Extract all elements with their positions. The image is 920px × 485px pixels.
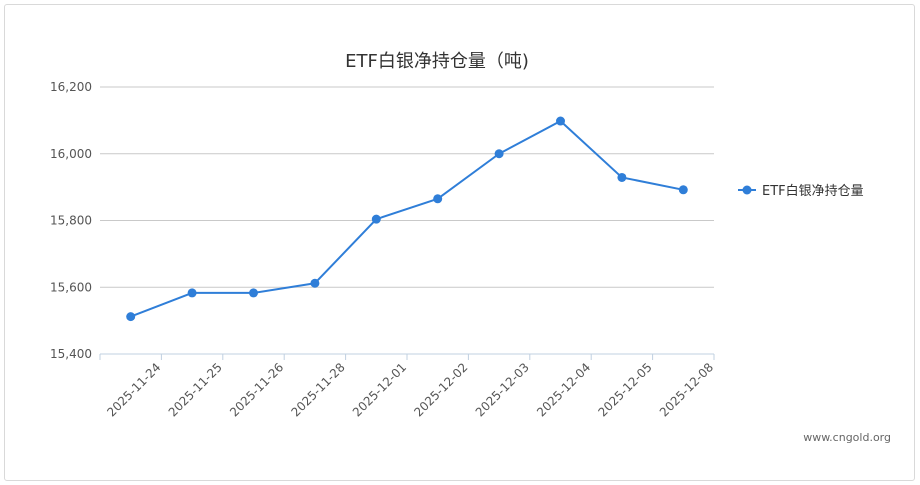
series-group xyxy=(126,116,688,322)
data-point[interactable] xyxy=(617,172,627,182)
data-point[interactable] xyxy=(187,288,197,298)
data-point[interactable] xyxy=(249,288,258,298)
x-tick-label: 2025-11-24 xyxy=(104,360,163,419)
chart-frame xyxy=(4,4,915,481)
x-tick-label: 2025-11-25 xyxy=(166,360,225,419)
x-tick-label: 2025-11-26 xyxy=(227,360,286,419)
x-tick-label: 2025-12-02 xyxy=(411,360,470,419)
chart-title: ETF白银净持仓量（吨) xyxy=(345,51,529,72)
y-axis: 15,400 15,600 15,800 16,000 16,200 xyxy=(50,80,92,361)
data-point[interactable] xyxy=(556,116,565,126)
data-point[interactable] xyxy=(371,214,381,224)
x-tick-label: 2025-11-28 xyxy=(289,360,348,419)
x-tick-label: 2025-12-05 xyxy=(596,360,655,419)
watermark: www.cngold.org xyxy=(803,431,891,444)
data-point[interactable] xyxy=(310,278,320,288)
x-axis: 2025-11-24 2025-11-25 2025-11-26 2025-11-28… xyxy=(99,353,716,419)
legend-label: ETF白银净持仓量 xyxy=(762,183,864,199)
data-point[interactable] xyxy=(126,312,136,322)
x-tick-label: 2025-12-01 xyxy=(350,360,409,419)
data-point[interactable] xyxy=(433,194,443,204)
y-tick-label: 15,400 xyxy=(50,347,92,361)
data-point[interactable] xyxy=(494,149,504,159)
data-point[interactable] xyxy=(678,185,688,195)
y-tick-label: 16,000 xyxy=(50,147,92,161)
x-tick-label: 2025-12-08 xyxy=(657,360,716,419)
y-tick-label: 15,600 xyxy=(50,280,92,294)
legend[interactable]: ETF白银净持仓量 xyxy=(738,183,864,199)
y-tick-label: 16,200 xyxy=(50,80,92,94)
y-tick-label: 15,800 xyxy=(50,214,92,228)
series-line xyxy=(130,120,684,318)
x-tick-label: 2025-12-04 xyxy=(534,360,593,419)
legend-marker-icon xyxy=(742,185,752,195)
x-tick-label: 2025-12-03 xyxy=(473,360,532,419)
grid-lines xyxy=(100,86,714,355)
